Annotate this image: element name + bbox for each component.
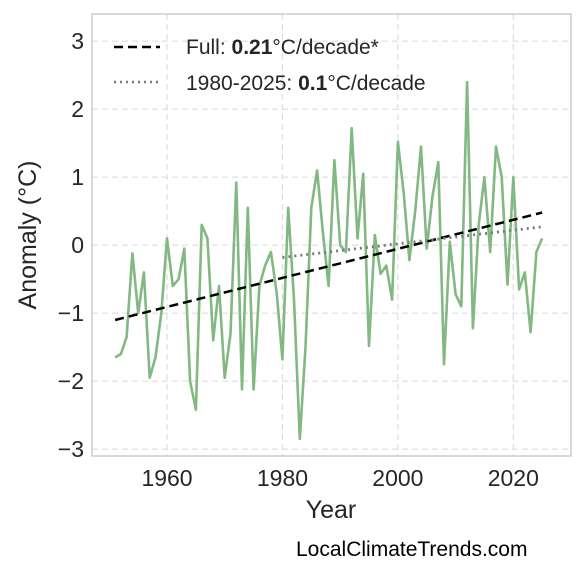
y-tick-label: −1 bbox=[58, 300, 84, 326]
y-tick-label: −3 bbox=[58, 436, 84, 462]
trend-line-full bbox=[114, 211, 543, 322]
y-axis-label: Anomaly (°C) bbox=[14, 161, 42, 310]
y-tick-label: 1 bbox=[71, 164, 84, 190]
x-tick-label: 1960 bbox=[141, 465, 192, 491]
x-tick-label: 2000 bbox=[372, 465, 423, 491]
grid bbox=[92, 14, 571, 456]
y-tick-labels: −3 −2 −1 0 1 2 3 bbox=[58, 28, 84, 462]
y-tick-label: −2 bbox=[58, 368, 84, 394]
source-watermark: LocalClimateTrends.com bbox=[296, 538, 528, 561]
series-layer bbox=[114, 80, 544, 441]
y-tick-label: 2 bbox=[71, 96, 84, 122]
x-axis-label: Year bbox=[306, 496, 357, 524]
plot-frame bbox=[91, 13, 572, 457]
series-anomaly-line bbox=[114, 80, 544, 441]
y-tick-label: 3 bbox=[71, 28, 84, 54]
legend-label-recent: 1980-2025: 0.1°C/decade bbox=[186, 72, 426, 95]
legend-label-full: Full: 0.21°C/decade* bbox=[186, 36, 379, 59]
x-tick-label: 2020 bbox=[488, 465, 539, 491]
y-tick-label: 0 bbox=[71, 232, 84, 258]
x-tick-label: 1980 bbox=[257, 465, 308, 491]
trend-line-recent bbox=[282, 225, 543, 259]
x-tick-labels: 1960 1980 2000 2020 bbox=[141, 465, 538, 491]
legend: Full: 0.21°C/decade* 1980-2025: 0.1°C/de… bbox=[114, 36, 426, 95]
